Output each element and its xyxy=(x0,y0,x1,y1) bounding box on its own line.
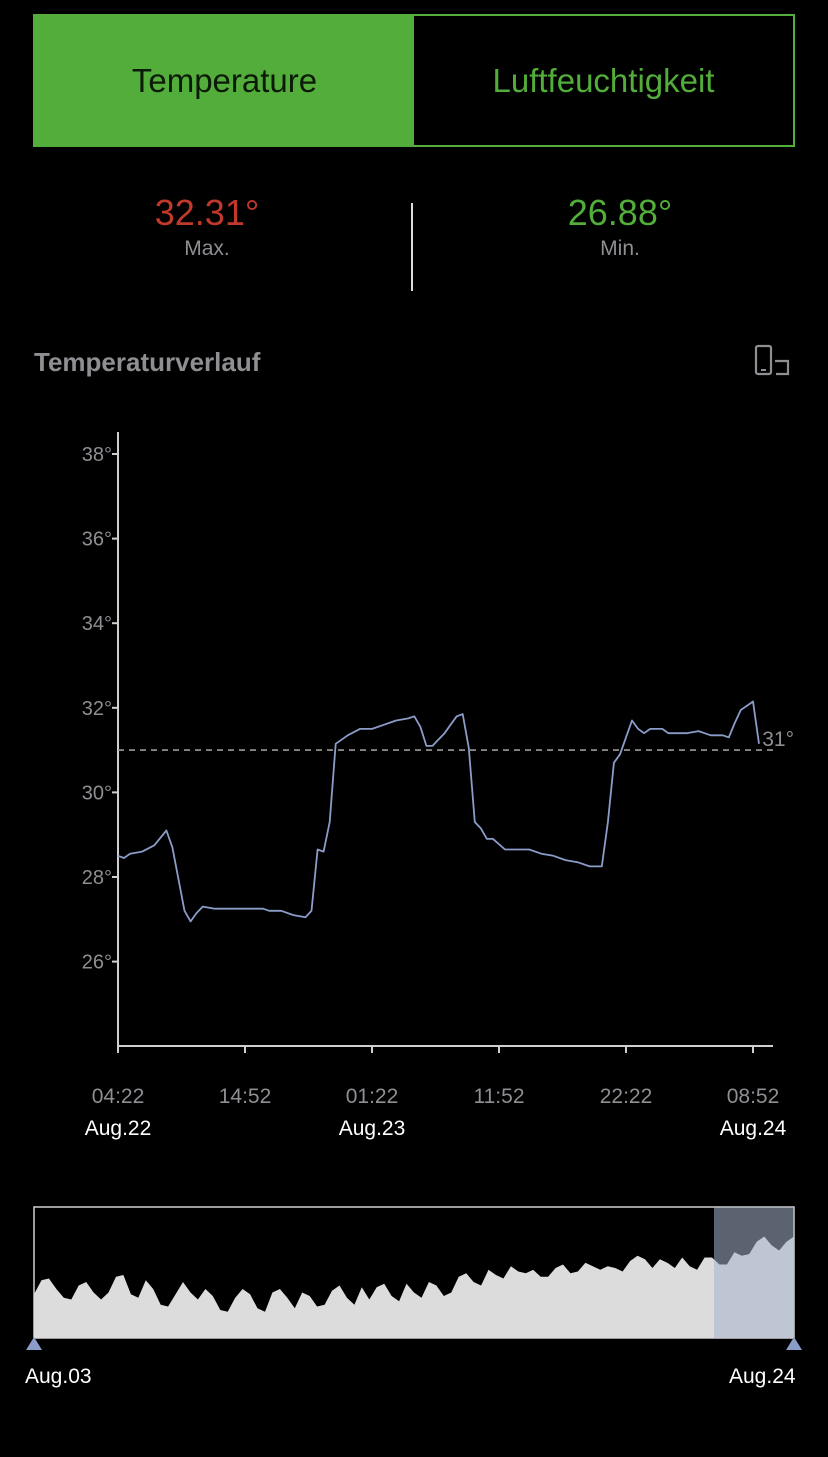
rotate-device-button[interactable] xyxy=(752,344,794,380)
x-tick-date-label: Aug.23 xyxy=(339,1117,406,1140)
min-value: 26.88° xyxy=(567,192,673,233)
section-title: Temperaturverlauf xyxy=(34,347,261,377)
tab-temperature[interactable]: Temperature xyxy=(35,16,414,145)
x-tick-label: 11:52 xyxy=(474,1085,525,1108)
x-tick-label: 14:52 xyxy=(219,1085,272,1108)
y-tick-label: 34° xyxy=(82,613,112,635)
x-tick-label: 01:22 xyxy=(346,1085,399,1108)
reference-line-label: 31° xyxy=(762,728,794,751)
max-stat: 32.31° Max. xyxy=(57,195,357,261)
y-tick-label: 36° xyxy=(82,529,112,551)
brush-start-handle[interactable] xyxy=(26,1337,42,1350)
y-tick-label: 32° xyxy=(82,698,112,720)
tab-humidity[interactable]: Luftfeuchtigkeit xyxy=(414,16,793,145)
x-tick-label: 22:22 xyxy=(600,1085,653,1108)
brush-end-handle[interactable] xyxy=(786,1337,802,1350)
y-tick-label: 26° xyxy=(82,952,112,974)
brush-selection[interactable] xyxy=(714,1207,794,1338)
segment-control: Temperature Luftfeuchtigkeit xyxy=(33,14,795,147)
x-tick-date-label: Aug.22 xyxy=(85,1117,152,1140)
max-value: 32.31° xyxy=(154,192,260,233)
y-tick-label: 38° xyxy=(82,444,112,466)
max-label: Max. xyxy=(184,237,230,260)
x-tick-label: 04:22 xyxy=(92,1085,145,1108)
x-tick-date-label: Aug.24 xyxy=(720,1117,787,1140)
min-stat: 26.88° Min. xyxy=(470,195,770,261)
y-tick-label: 28° xyxy=(82,867,112,889)
temperature-chart: 26° 28° 30° 32° 34° 36° 38° 04:22 Aug.22 14:52 01:… xyxy=(82,432,794,1140)
min-label: Min. xyxy=(600,237,640,260)
range-brush[interactable] xyxy=(0,1195,828,1355)
brush-end-label: Aug.24 xyxy=(729,1365,796,1388)
temperature-series-line xyxy=(117,700,760,923)
x-tick-label: 08:52 xyxy=(727,1085,780,1108)
rotate-device-icon xyxy=(754,344,790,376)
stats-panel: 32.31° Max. 26.88° Min. xyxy=(0,195,828,291)
brush-start-label: Aug.03 xyxy=(25,1365,92,1388)
stats-divider xyxy=(411,203,413,291)
brush-overview-area xyxy=(34,1236,794,1338)
y-tick-label: 30° xyxy=(82,782,112,804)
